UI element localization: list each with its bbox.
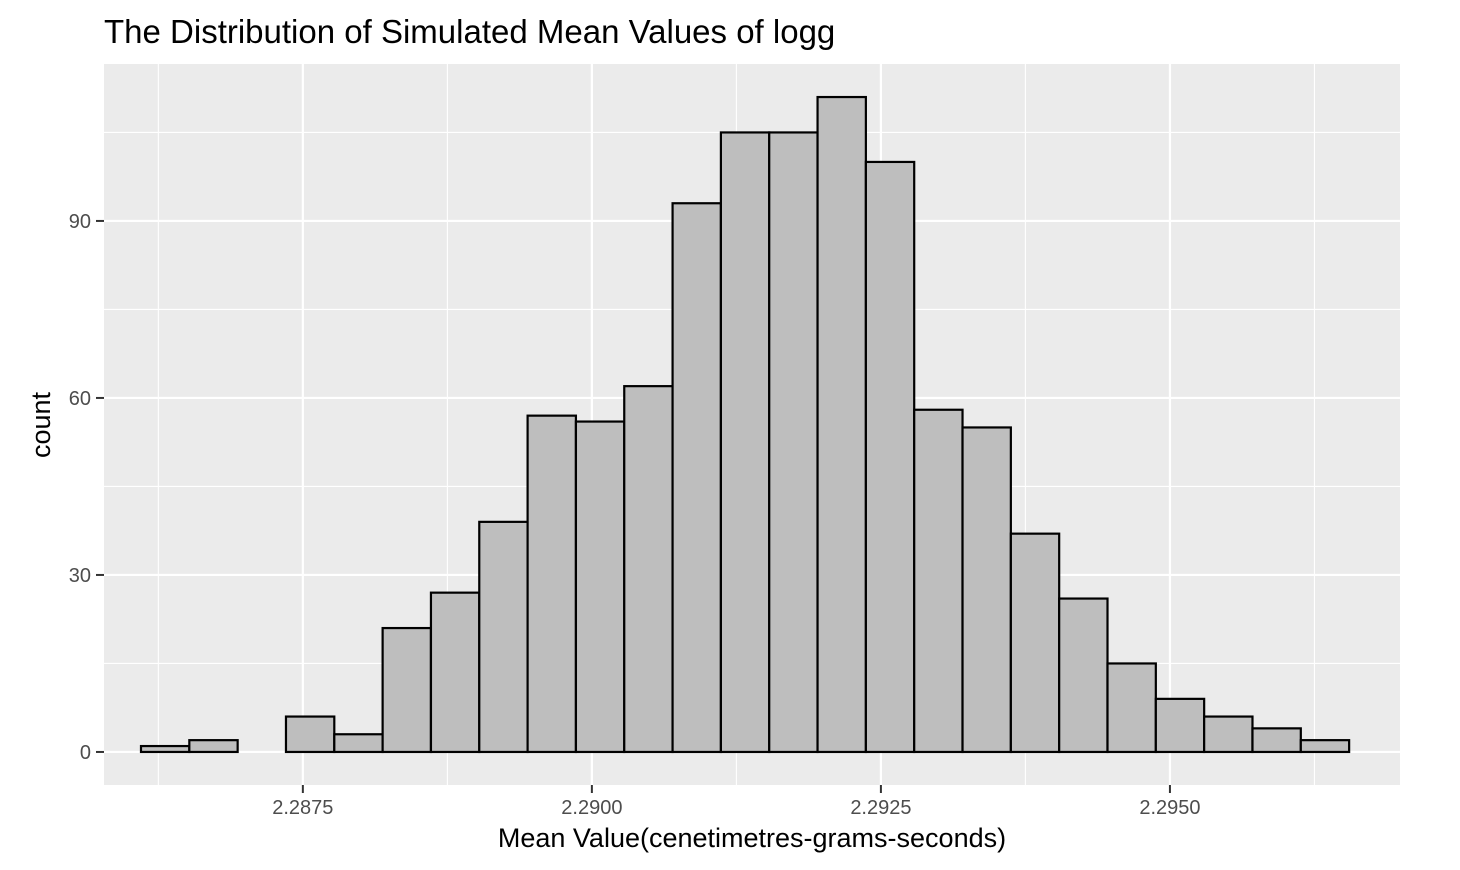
histogram-bar [1299,739,1351,754]
histogram-bar [768,131,819,754]
histogram-bar [139,744,191,754]
histogram-bar [671,202,723,754]
x-tick-label: 2.2900 [561,797,622,819]
histogram-bar [381,626,433,754]
histogram-bar [188,739,239,754]
y-tick-label: 30 [69,565,91,587]
x-tick-label: 2.2875 [272,797,333,819]
histogram-bar [478,520,529,754]
histogram-bar [1251,727,1302,754]
histogram-bar [719,131,771,754]
histogram-bar [1154,697,1206,754]
histogram-bar [574,420,626,754]
y-axis-tick-labels: 0 30 60 90 [69,211,91,764]
histogram-bar [913,408,964,754]
y-tick-label: 60 [69,388,91,410]
y-tick-label: 90 [69,211,91,233]
histogram-bar [284,715,336,754]
x-axis-tick-labels: 2.2875 2.2900 2.2925 2.2950 [272,797,1200,819]
x-tick-label: 2.2925 [850,797,911,819]
y-tick-label: 0 [80,742,91,764]
axis-ticks [96,219,1171,793]
histogram-bar [961,426,1012,754]
chart-title: The Distribution of Simulated Mean Value… [104,13,835,50]
histogram-bar [1058,597,1109,754]
histogram-bar [864,160,916,754]
x-tick-label: 2.2950 [1139,797,1200,819]
histogram-bar [429,591,481,754]
histogram-bar [1203,715,1254,754]
histogram-bar [816,95,867,754]
histogram-bar [333,733,384,754]
histogram-bar [1106,662,1157,754]
histogram-bars [139,95,1351,754]
histogram-bar [526,414,578,754]
histogram-bar [623,385,674,754]
y-axis-title: count [26,391,56,458]
histogram-bar [1009,532,1061,754]
x-axis-title: Mean Value(cenetimetres-grams-seconds) [498,823,1006,853]
